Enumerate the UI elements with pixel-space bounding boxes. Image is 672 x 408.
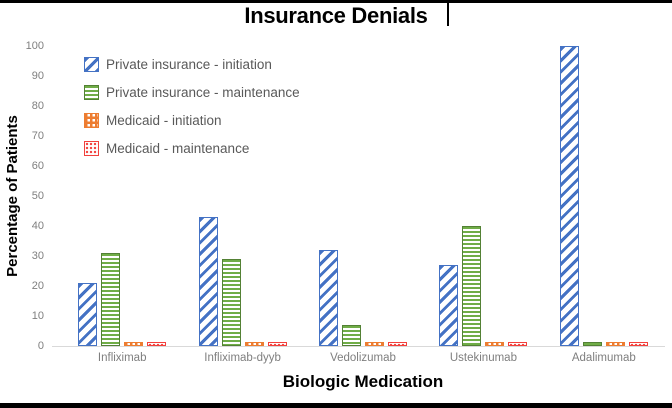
bar [485,342,505,346]
x-category-label: Vedolizumab [330,352,396,364]
bar [244,342,264,346]
x-axis-line [52,346,665,347]
bottom-border [0,403,672,408]
x-axis-title: Biologic Medication [282,372,444,391]
bar [559,46,579,346]
bar [78,283,98,346]
bar [508,342,528,346]
x-category-label: Adalimumab [571,352,636,364]
legend-item-label: Medicaid - initiation [106,113,222,128]
bar [198,217,218,346]
x-axis-category-labels: Infliximab Infliximab-dyyb Vedolizumab Uste… [62,352,664,364]
y-tick-label: 20 [31,280,44,292]
bar-group [182,46,302,346]
legend-swatch [84,85,99,100]
y-tick-label: 0 [37,340,44,352]
y-tick-label: 100 [25,40,44,52]
bar [267,342,287,346]
x-category-label: Ustekinumab [449,352,517,364]
legend-item-label: Private insurance - initiation [106,57,272,72]
bar [221,259,241,346]
legend-swatch [84,113,99,128]
legend-item-label: Private insurance - maintenance [106,85,300,100]
bar [124,342,144,346]
y-tick-label: 40 [31,220,44,232]
x-category-label: Infliximab [97,352,147,364]
bar [582,341,602,346]
chart-title: Insurance Denials [244,3,428,28]
legend: Private insurance - initiation Private in… [84,57,300,156]
y-tick-label: 50 [31,190,44,202]
bar [342,325,362,346]
top-border [0,0,672,3]
bar [388,342,408,346]
bar [147,342,167,346]
legend-item: Private insurance - maintenance [84,85,300,100]
bar [365,342,385,346]
legend-item: Medicaid - initiation [84,113,300,128]
bar [605,342,625,346]
bar [319,250,339,346]
legend-swatch [84,141,99,156]
legend-item: Medicaid - maintenance [84,141,300,156]
bar [101,253,121,346]
plot-area [62,46,664,346]
bar-group [544,46,664,346]
bar [628,342,648,346]
y-tick-label: 10 [31,310,44,322]
bar [462,226,482,346]
y-tick-label: 90 [31,70,44,82]
stray-vertical-mark [447,0,449,26]
legend-item-label: Medicaid - maintenance [106,141,250,156]
x-category-label: Infliximab-dyyb [204,352,281,364]
bar-group [62,46,182,346]
y-tick-label: 60 [31,160,44,172]
bar-group [423,46,543,346]
y-tick-label: 30 [31,250,44,262]
legend-item: Private insurance - initiation [84,57,300,72]
legend-swatch [84,57,99,72]
y-tick-label: 70 [31,130,44,142]
bar [439,265,459,346]
y-tick-label: 80 [31,100,44,112]
bar-group [303,46,423,346]
